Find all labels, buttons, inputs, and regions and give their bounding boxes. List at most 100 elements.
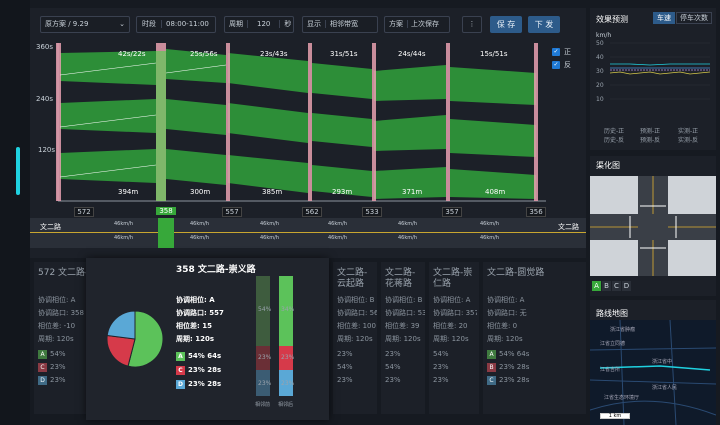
legend-item: 预测-反 [640, 137, 661, 144]
phase-bar-before-c [256, 346, 270, 370]
canal-title: 渠化图 [596, 161, 620, 170]
series-line [610, 63, 710, 66]
intersection-id[interactable]: 357 [442, 207, 462, 217]
canalization-diagram [590, 176, 716, 276]
legend-item: 实测-反 [678, 137, 699, 144]
card-phase: 协调相位: A [433, 296, 471, 304]
speed-label: 46km/h [328, 235, 347, 241]
plan-select[interactable]: 原方案 / 9.29 ⌄ [40, 16, 130, 33]
phase-sec: 64s [516, 350, 530, 358]
card-offset: 相位差: 39 [385, 322, 420, 330]
phase-pct: 23% [188, 380, 205, 388]
canalization-panel: 渠化图 A B C D [590, 156, 716, 296]
map-scale: 1 km [600, 413, 630, 419]
tab-speed[interactable]: 车速 [653, 12, 675, 24]
card-phase: 协调相位: A [38, 296, 76, 304]
phase-pct: 54% [337, 363, 353, 371]
download-button[interactable]: 下 发 [528, 16, 560, 33]
intersection-id[interactable]: 562 [302, 207, 322, 217]
card-title: 572 文二路-学院路 [38, 268, 116, 278]
phase-tag: C [487, 376, 496, 385]
route-map[interactable] [590, 320, 716, 425]
tab-stops[interactable]: 停车次数 [676, 12, 712, 24]
road-name-right: 文二路 [558, 223, 579, 231]
period-label: 时段 [137, 20, 162, 28]
popup-offset: 相位差: 15 [176, 322, 212, 330]
intersection-id[interactable]: 356 [526, 207, 546, 217]
map-label: 江省立同德 [600, 341, 626, 347]
phase-sec: 28s [207, 380, 222, 388]
bar-label: 相邻后 [278, 402, 294, 408]
forward-checkbox[interactable]: ✓ [552, 48, 560, 56]
phase-tag-a: A [176, 352, 185, 361]
intersection-id[interactable]: 572 [74, 207, 94, 217]
phase-bar-before-d [256, 370, 270, 396]
intersection-id-selected[interactable]: 358 [156, 207, 176, 215]
intersection-card-572[interactable]: 572 文二路-学院路 协调相位: A 协调路口: 358 相位差: -10 周… [34, 262, 115, 414]
canal-tab-b[interactable]: B [602, 281, 611, 291]
reverse-checkbox[interactable]: ✓ [552, 61, 560, 69]
y-tick: 50 [596, 40, 604, 47]
card-cycle: 周期: 120s [487, 335, 523, 343]
display-value: 相邻带宽 [330, 20, 358, 28]
canal-tab-d[interactable]: D [622, 281, 631, 291]
speed-label: 46km/h [114, 221, 133, 227]
card-int: 协调路口: 无 [487, 309, 527, 317]
phase-pct: 23% [433, 363, 449, 371]
period-select[interactable]: 时段 08:00-11:00 [136, 16, 216, 33]
intersection-card[interactable]: 文二路-圆觉路 协调相位: A 协调路口: 无 相位差: 0 周期: 120s … [483, 262, 586, 414]
phase-tag: C [38, 363, 47, 372]
card-offset: 相位差: 20 [433, 322, 468, 330]
save-button[interactable]: 保 存 [490, 16, 522, 33]
speed-label: 46km/h [328, 221, 347, 227]
phase-bar-after [279, 276, 293, 346]
speed-label: 46km/h [398, 235, 417, 241]
phase-pct: 54% [499, 350, 515, 358]
cycle-input[interactable]: 周期 120 秒 [224, 16, 294, 33]
bar-pct: 54% [258, 306, 272, 313]
road-strip [30, 218, 586, 248]
map-label: 江省吉所 [600, 367, 621, 373]
display-label: 显示 [303, 20, 326, 28]
effect-panel: 效果预测 车速 停车次数 km/h 50 40 30 20 10 历史-正 预测… [590, 8, 716, 150]
intersection-id[interactable]: 557 [222, 207, 242, 217]
intersection-card[interactable]: 文二路-崇仁路 协调相位: A 协调路口: 357 相位差: 20 周期: 12… [429, 262, 479, 414]
scheme-value: 上次保存 [411, 20, 439, 28]
distance-label: 371m [402, 188, 423, 196]
road-centerline [30, 232, 586, 233]
phase-pct: 23% [337, 376, 353, 384]
period-value: 08:00-11:00 [166, 20, 209, 28]
more-icon: ⋮ [468, 20, 476, 28]
distance-label: 385m [262, 188, 283, 196]
popup-cycle: 周期: 120s [176, 335, 215, 343]
bar-pct: 34% [281, 306, 295, 313]
scheme-select[interactable]: 方案 上次保存 [384, 16, 450, 33]
intersection-id[interactable]: 533 [362, 207, 382, 217]
canal-tab-a[interactable]: A [592, 281, 601, 291]
phase-pct: 23% [50, 363, 66, 371]
canal-tab-c[interactable]: C [612, 281, 621, 291]
map-label: 浙江省肿瘤 [610, 327, 636, 333]
band-label: 23s/43s [260, 50, 288, 58]
phase-pct: 23% [188, 366, 205, 374]
phase-pct: 23% [337, 350, 353, 358]
map-label: 江省生态环境厅 [604, 395, 640, 401]
left-strip [0, 0, 30, 425]
speed-label: 46km/h [260, 221, 279, 227]
reverse-label: 反 [564, 61, 571, 69]
phase-tag: A [38, 350, 47, 359]
intersection-card[interactable]: 文二路-云起路 协调相位: B 协调路口: 562 相位差: 100 周期: 1… [333, 262, 377, 414]
popup-int: 协调路口: 557 [176, 309, 224, 317]
effect-title: 效果预测 [596, 15, 628, 24]
display-select[interactable]: 显示 相邻带宽 [302, 16, 378, 33]
card-phase: 协调相位: B [385, 296, 423, 304]
band-label: 15s/51s [480, 50, 508, 58]
chevron-down-icon: ⌄ [119, 20, 125, 28]
distance-label: 293m [332, 188, 353, 196]
intersection-popup-358[interactable]: 358 文二路-崇义路 协调相位: A 协调路口: 557 相位差: 15 周期… [86, 258, 329, 420]
intersection-card[interactable]: 文二路-花蒋路 协调相位: B 协调路口: 533 相位差: 39 周期: 12… [381, 262, 425, 414]
scrollbar-thumb[interactable] [16, 147, 20, 195]
more-button[interactable]: ⋮ [462, 16, 482, 33]
forward-label: 正 [564, 48, 571, 56]
route-title: 路线地图 [596, 309, 628, 318]
